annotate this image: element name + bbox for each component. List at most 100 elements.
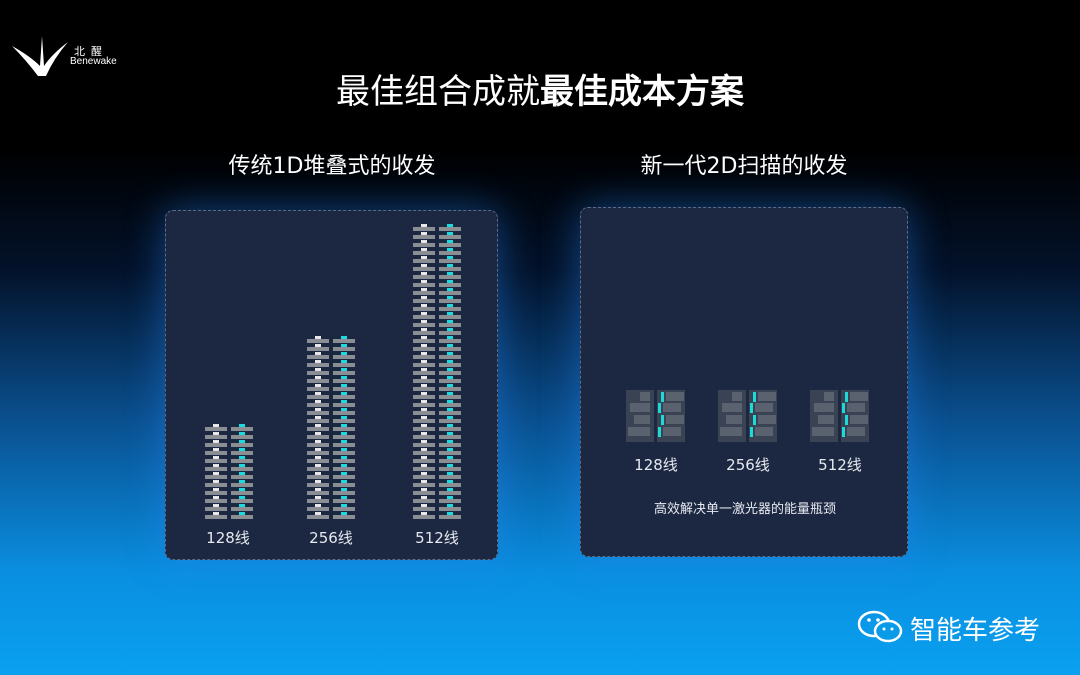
receiver-bar <box>333 443 355 447</box>
receiver-bar <box>333 379 355 383</box>
stack-row <box>307 416 355 424</box>
stack-row <box>205 496 253 504</box>
stack-row <box>307 384 355 392</box>
receiver-bar <box>439 427 461 431</box>
cyan-emitter <box>447 400 453 403</box>
white-emitter <box>421 328 427 331</box>
receiver-bar <box>439 283 461 287</box>
cyan-emitter <box>447 280 453 283</box>
cyan-emitter <box>341 472 347 475</box>
stack-row <box>307 512 355 520</box>
receiver-bar <box>333 451 355 455</box>
receiver-bar <box>333 427 355 431</box>
receiver-bar <box>439 251 461 255</box>
cyan-emitter <box>341 464 347 467</box>
cyan-emitter <box>447 424 453 427</box>
logo-cn: 北醒 <box>74 45 108 58</box>
cyan-emitter <box>447 256 453 259</box>
receiver-bar <box>413 435 435 439</box>
receiver-bar <box>413 419 435 423</box>
cyan-emitter <box>341 432 347 435</box>
white-emitter <box>421 432 427 435</box>
stack-row <box>413 360 461 368</box>
receiver-bar <box>205 427 227 431</box>
receiver-bar <box>439 451 461 455</box>
receiver-bar <box>439 355 461 359</box>
cyan-emitter <box>341 416 347 419</box>
stack-row <box>413 400 461 408</box>
right-label-256: 256线 <box>726 456 770 474</box>
cyan-emitter <box>239 440 245 443</box>
receiver-bar <box>413 395 435 399</box>
cyan-emitter <box>661 392 664 402</box>
white-emitter <box>315 384 321 387</box>
white-emitter <box>315 352 321 355</box>
cyan-emitter <box>447 368 453 371</box>
note-text: 高效解决单一激光器的能量瓶颈 <box>653 502 836 517</box>
receiver-bar <box>439 491 461 495</box>
receiver-bar <box>413 507 435 511</box>
stack-row <box>307 448 355 456</box>
receiver-bar <box>413 331 435 335</box>
cyan-emitter <box>661 415 664 425</box>
white-emitter <box>315 408 321 411</box>
module-block <box>666 392 684 401</box>
cyan-emitter <box>341 392 347 395</box>
receiver-bar <box>413 315 435 319</box>
receiver-bar <box>439 243 461 247</box>
white-emitter <box>315 376 321 379</box>
receiver-bar <box>307 411 329 415</box>
cyan-emitter <box>341 352 347 355</box>
cyan-emitter <box>447 336 453 339</box>
left-label-128: 128线 <box>206 529 250 547</box>
cyan-emitter <box>447 416 453 419</box>
stack-row <box>413 344 461 352</box>
cyan-emitter <box>341 400 347 403</box>
stack-row <box>413 512 461 520</box>
receiver-bar <box>205 491 227 495</box>
scan-module <box>626 390 686 442</box>
module-block <box>628 427 650 436</box>
cyan-emitter <box>341 360 347 363</box>
white-emitter <box>421 480 427 483</box>
white-emitter <box>315 392 321 395</box>
stack-row <box>413 408 461 416</box>
cyan-emitter <box>447 456 453 459</box>
white-emitter <box>213 464 219 467</box>
receiver-bar <box>205 483 227 487</box>
stack-row <box>413 272 461 280</box>
receiver-bar <box>439 403 461 407</box>
stack-row <box>307 432 355 440</box>
cyan-emitter <box>341 408 347 411</box>
cyan-emitter <box>341 440 347 443</box>
module-block <box>755 427 773 436</box>
wechat-icon <box>857 610 903 643</box>
cyan-emitter <box>658 403 661 413</box>
module-block <box>634 415 650 424</box>
module-block <box>630 403 650 412</box>
stack-row <box>413 304 461 312</box>
receiver-bar <box>413 467 435 471</box>
cyan-emitter <box>239 512 245 515</box>
stack-row <box>413 280 461 288</box>
cyan-emitter <box>447 240 453 243</box>
cyan-emitter <box>447 328 453 331</box>
receiver-bar <box>439 395 461 399</box>
white-emitter <box>213 472 219 475</box>
stack-row <box>413 488 461 496</box>
title-part-1: 最佳组合成就 <box>336 72 540 112</box>
white-emitter <box>421 256 427 259</box>
receiver-bar <box>205 467 227 471</box>
receiver-bar <box>231 475 253 479</box>
white-emitter <box>315 360 321 363</box>
stack-row <box>413 384 461 392</box>
receiver-bar <box>307 467 329 471</box>
receiver-bar <box>231 507 253 511</box>
module-block <box>726 415 742 424</box>
receiver-bar <box>439 459 461 463</box>
module-block <box>663 403 681 412</box>
receiver-bar <box>439 443 461 447</box>
receiver-bar <box>439 235 461 239</box>
cyan-emitter <box>658 427 661 437</box>
module-block <box>818 415 834 424</box>
